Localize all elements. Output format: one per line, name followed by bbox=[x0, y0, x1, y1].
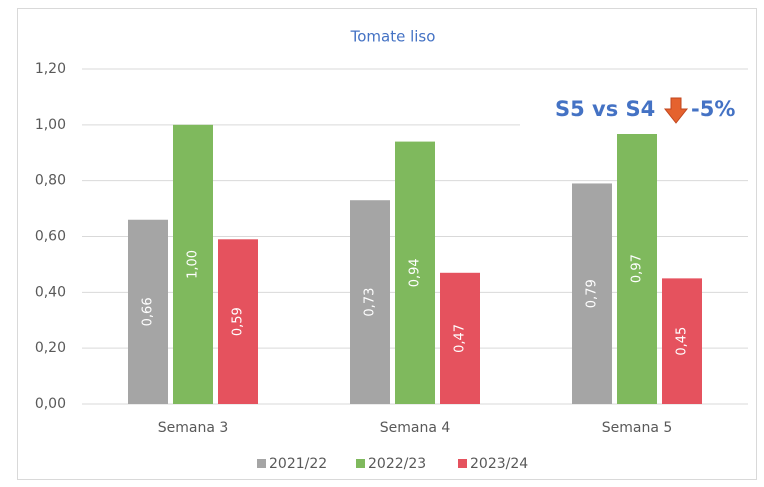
bar bbox=[173, 124, 213, 404]
bar bbox=[617, 133, 657, 405]
legend-label: 2023/24 bbox=[470, 456, 528, 472]
legend-swatch bbox=[458, 459, 467, 468]
data-label: 0,94 bbox=[408, 258, 423, 287]
bar bbox=[128, 219, 168, 404]
annotation-change: -5% bbox=[691, 97, 735, 121]
y-tick-label: 0,00 bbox=[35, 396, 66, 412]
bar bbox=[218, 239, 258, 404]
x-tick-label: Semana 3 bbox=[158, 420, 229, 436]
data-label: 0,73 bbox=[363, 288, 378, 317]
x-tick-label: Semana 5 bbox=[602, 420, 673, 436]
data-label: 0,79 bbox=[585, 279, 600, 308]
data-label: 0,97 bbox=[630, 254, 645, 283]
bar bbox=[572, 183, 612, 404]
data-label: 0,66 bbox=[141, 297, 156, 326]
y-tick-label: 1,00 bbox=[35, 117, 66, 133]
down-arrow-icon bbox=[663, 97, 689, 124]
bar bbox=[350, 200, 390, 404]
y-tick-label: 1,20 bbox=[35, 61, 66, 77]
legend-label: 2022/23 bbox=[368, 456, 426, 472]
y-tick-label: 0,20 bbox=[35, 340, 66, 356]
chart-title: Tomate liso bbox=[350, 28, 436, 46]
y-tick-label: 0,80 bbox=[35, 173, 66, 189]
annotation: S5 vs S4 bbox=[555, 97, 655, 121]
annotation-box bbox=[520, 88, 752, 134]
x-tick-label: Semana 4 bbox=[380, 420, 451, 436]
data-label: 0,45 bbox=[675, 327, 690, 356]
legend-swatch bbox=[257, 459, 266, 468]
data-label: 0,59 bbox=[231, 307, 246, 336]
data-label: 0,47 bbox=[453, 324, 468, 353]
data-label: 1,00 bbox=[186, 250, 201, 279]
y-tick-label: 0,60 bbox=[35, 229, 66, 245]
legend-swatch bbox=[356, 459, 365, 468]
bar bbox=[662, 278, 702, 404]
y-tick-label: 0,40 bbox=[35, 284, 66, 300]
bar bbox=[440, 272, 480, 404]
bar bbox=[395, 141, 435, 405]
legend-label: 2021/22 bbox=[269, 456, 327, 472]
